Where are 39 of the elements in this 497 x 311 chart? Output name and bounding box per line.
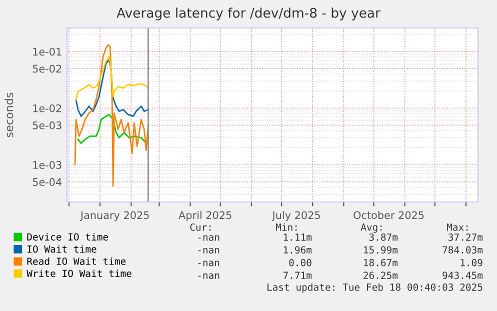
chart-title: Average latency for /dev/dm-8 - by year	[116, 8, 380, 20]
text: 37.27m	[448, 233, 483, 241]
y-tick-label: 1e-03	[33, 160, 62, 169]
text: 18.67m	[364, 258, 398, 266]
y-tick-label: 5e-04	[32, 178, 62, 186]
text: 0.00	[289, 258, 312, 266]
text: Max:	[446, 224, 468, 231]
text: Avg:	[360, 224, 382, 233]
text: -nan	[198, 273, 220, 280]
text: 3.87m	[369, 233, 398, 241]
text: -nan	[198, 260, 220, 266]
x-tick-label: July 2025	[272, 211, 320, 222]
text: Min:	[276, 223, 297, 231]
text: 15.99m	[364, 246, 398, 254]
text: 1.09	[460, 258, 482, 266]
y-tick-label: 1e-02	[33, 104, 62, 112]
text: Cur:	[190, 223, 211, 231]
line-series	[75, 56, 149, 101]
x-tick-label: April 2025	[178, 211, 232, 222]
line-series	[74, 44, 149, 187]
y-tick-label: 5e-03	[32, 121, 62, 130]
y-tick-label: 5e-02	[32, 64, 62, 73]
text: Last update: Tue Feb 18 00:40:03 2025	[267, 283, 482, 293]
y-tick-label: 1e-01	[33, 48, 62, 56]
text: -nan	[198, 235, 220, 241]
text: 7.71m	[283, 272, 312, 279]
x-tick-label: October 2025	[354, 211, 424, 220]
text: 784.03m	[442, 246, 483, 254]
text: 943.45m	[442, 272, 483, 280]
legend-label: Device IO time	[27, 233, 108, 241]
text: 1.96m	[284, 246, 312, 254]
legend-label: Read IO Wait time	[27, 257, 126, 265]
text: 1.11m	[284, 234, 312, 241]
text: -nan	[198, 248, 220, 254]
legend-label: Write IO Wait time	[26, 270, 132, 278]
legend-label: IO Wait time	[28, 245, 96, 253]
y-axis-title: seconds	[4, 92, 14, 138]
text: 26.25m	[364, 272, 398, 280]
x-tick-label: January 2025	[80, 211, 149, 222]
